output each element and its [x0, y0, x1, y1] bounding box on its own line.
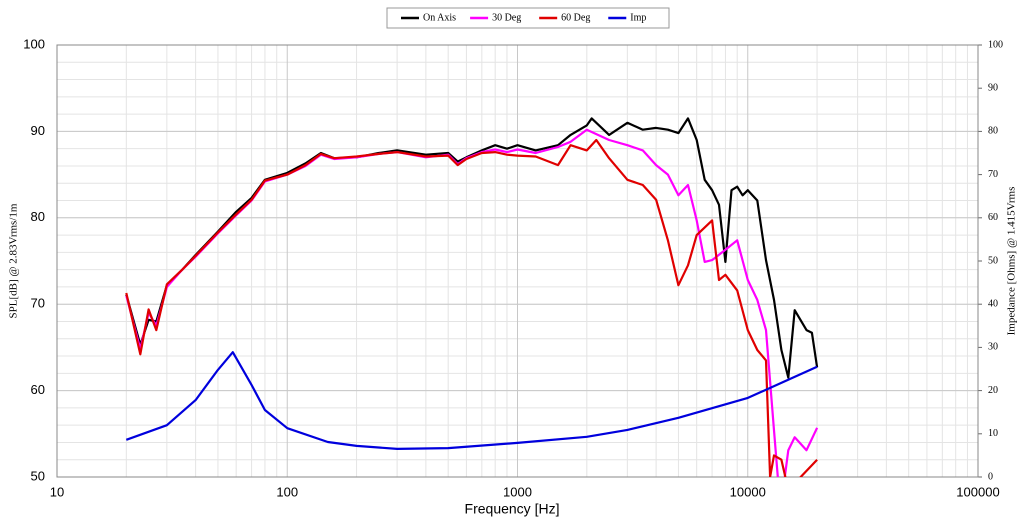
- y-tick-label: 80: [31, 209, 45, 224]
- y2-tick-label: 20: [988, 385, 998, 396]
- y2-tick-label: 30: [988, 342, 998, 353]
- y2-tick-label: 70: [988, 169, 998, 180]
- series-line: [125, 351, 818, 450]
- x-tick-label: 10000: [730, 484, 766, 499]
- y-tick-label: 60: [31, 382, 45, 397]
- x-axis-label: Frequency [Hz]: [465, 501, 560, 517]
- series-line: [125, 138, 818, 477]
- y-axis-label: SPL[dB] @ 2.83Vrms/1m: [8, 203, 20, 318]
- y2-tick-label: 60: [988, 212, 998, 223]
- y-tick-label: 100: [23, 36, 45, 51]
- y2-axis-label: Impedance [Ohms] @ 1.415Vrms: [1006, 187, 1018, 336]
- plot-frame: [56, 44, 979, 478]
- y2-tick-label: 80: [988, 126, 998, 137]
- legend-label: Imp: [630, 12, 646, 23]
- y-tick-label: 50: [31, 468, 45, 483]
- legend-label: 30 Deg: [492, 12, 521, 23]
- y2-tick-label: 50: [988, 255, 998, 266]
- y2-tick-label: 100: [988, 39, 1003, 50]
- y2-tick-label: 0: [988, 471, 993, 482]
- y2-tick-label: 10: [988, 428, 998, 439]
- x-tick-label: 100000: [956, 484, 999, 499]
- x-tick-label: 100: [276, 484, 298, 499]
- legend-label: On Axis: [423, 12, 456, 23]
- x-tick-label: 1000: [503, 484, 532, 499]
- y2-tick-label: 90: [988, 82, 998, 93]
- legend-label: 60 Deg: [561, 12, 590, 23]
- y2-tick-label: 40: [988, 298, 998, 309]
- y-tick-label: 90: [31, 123, 45, 138]
- x-tick-label: 10: [50, 484, 64, 499]
- legend-box: [386, 7, 670, 29]
- y-tick-label: 70: [31, 296, 45, 311]
